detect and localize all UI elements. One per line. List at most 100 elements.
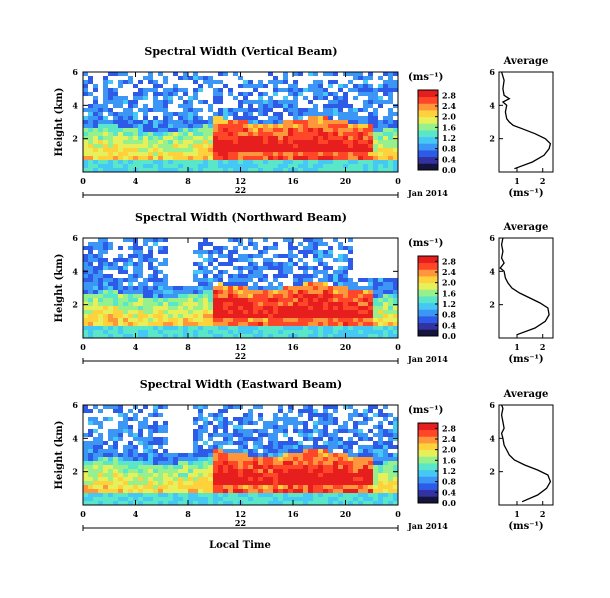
heatmap-cell	[383, 461, 389, 466]
heatmap-cell	[98, 246, 104, 251]
heatmap-cell	[378, 156, 384, 161]
heatmap-cell	[353, 80, 359, 85]
heatmap-cell	[173, 469, 179, 474]
heatmap-cell	[223, 84, 229, 89]
heatmap-cell	[118, 497, 124, 502]
heatmap-cell	[283, 461, 289, 466]
heatmap-cell	[178, 290, 184, 295]
heatmap-cell	[338, 425, 344, 430]
heatmap-cell	[318, 242, 324, 247]
heatmap-cell	[153, 128, 159, 133]
heatmap-cell	[248, 497, 254, 502]
heatmap-cell	[383, 274, 389, 279]
heatmap-cell	[158, 421, 164, 426]
heatmap-cell	[368, 168, 374, 173]
colorbar-swatch	[418, 302, 438, 310]
heatmap-cell	[328, 120, 334, 125]
heatmap-cell	[88, 489, 94, 494]
heatmap-cell	[253, 501, 259, 506]
heatmap-cell	[268, 116, 274, 121]
heatmap-cell	[208, 132, 214, 137]
heatmap-cell	[208, 501, 214, 506]
heatmap-cell	[363, 501, 369, 506]
heatmap-cell	[323, 461, 329, 466]
heatmap-cell	[313, 310, 319, 315]
heatmap-cell	[263, 481, 269, 486]
heatmap-cell	[258, 501, 264, 506]
heatmap-cell	[323, 104, 329, 109]
heatmap-cell	[328, 461, 334, 466]
heatmap-cell	[273, 493, 279, 498]
heatmap-cell	[118, 334, 124, 339]
heatmap-cell	[158, 461, 164, 466]
heatmap-cell	[103, 92, 109, 97]
heatmap-cell	[148, 246, 154, 251]
heatmap-cell	[93, 250, 99, 255]
heatmap-cell	[173, 497, 179, 502]
heatmap-cell	[98, 108, 104, 113]
heatmap-cell	[218, 421, 224, 426]
heatmap-cell	[263, 140, 269, 145]
heatmap-cell	[188, 449, 194, 454]
heatmap-cell	[293, 433, 299, 438]
heatmap-cell	[158, 144, 164, 149]
heatmap-cell	[188, 238, 194, 243]
heatmap-cell	[298, 421, 304, 426]
heatmap-cell	[148, 441, 154, 446]
heatmap-cell	[393, 310, 399, 315]
heatmap-cell	[313, 152, 319, 157]
heatmap-cell	[118, 148, 124, 153]
heatmap-cell	[343, 144, 349, 149]
heatmap-cell	[93, 489, 99, 494]
heatmap-cell	[273, 326, 279, 331]
heatmap-cell	[313, 461, 319, 466]
heatmap-cell	[308, 246, 314, 251]
heatmap-cell	[118, 132, 124, 137]
heatmap-cell	[198, 417, 204, 422]
heatmap-cell	[268, 88, 274, 93]
heatmap-cell	[383, 417, 389, 422]
heatmap-cell	[163, 274, 169, 279]
heatmap-cell	[198, 108, 204, 113]
heatmap-cell	[178, 270, 184, 275]
heatmap-cell	[208, 262, 214, 267]
heatmap-cell	[303, 437, 309, 442]
heatmap-cell	[173, 140, 179, 145]
heatmap-cell	[348, 286, 354, 291]
heatmap-cell	[183, 168, 189, 173]
heatmap-cell	[378, 250, 384, 255]
heatmap-cell	[318, 318, 324, 323]
heatmap-cell	[98, 425, 104, 430]
heatmap-cell	[298, 485, 304, 490]
heatmap-cell	[248, 156, 254, 161]
heatmap-cell	[293, 136, 299, 141]
heatmap-cell	[368, 250, 374, 255]
heatmap-cell	[118, 246, 124, 251]
heatmap-cell	[383, 489, 389, 494]
heatmap-cell	[298, 445, 304, 450]
heatmap-cell	[203, 290, 209, 295]
heatmap-cell	[373, 80, 379, 85]
heatmap-cell	[88, 152, 94, 157]
heatmap-cell	[383, 88, 389, 93]
heatmap-cell	[323, 258, 329, 263]
heatmap-cell	[223, 453, 229, 458]
heatmap-cell	[223, 461, 229, 466]
heatmap-cell	[373, 306, 379, 311]
heatmap-cell	[158, 318, 164, 323]
heatmap-cell	[158, 124, 164, 129]
heatmap-cell	[333, 152, 339, 157]
colorbar-unit: (ms⁻¹)	[408, 72, 443, 83]
heatmap-cell	[308, 278, 314, 283]
heatmap-cell	[338, 477, 344, 482]
heatmap-cell	[333, 238, 339, 243]
heatmap-cell	[158, 298, 164, 303]
heatmap-cell	[148, 453, 154, 458]
heatmap-cell	[213, 469, 219, 474]
heatmap-cell	[123, 441, 129, 446]
heatmap-cell	[303, 112, 309, 117]
heatmap-cell	[118, 140, 124, 145]
heatmap-cell	[388, 238, 394, 243]
heatmap-cell	[258, 497, 264, 502]
heatmap-cell	[153, 76, 159, 81]
